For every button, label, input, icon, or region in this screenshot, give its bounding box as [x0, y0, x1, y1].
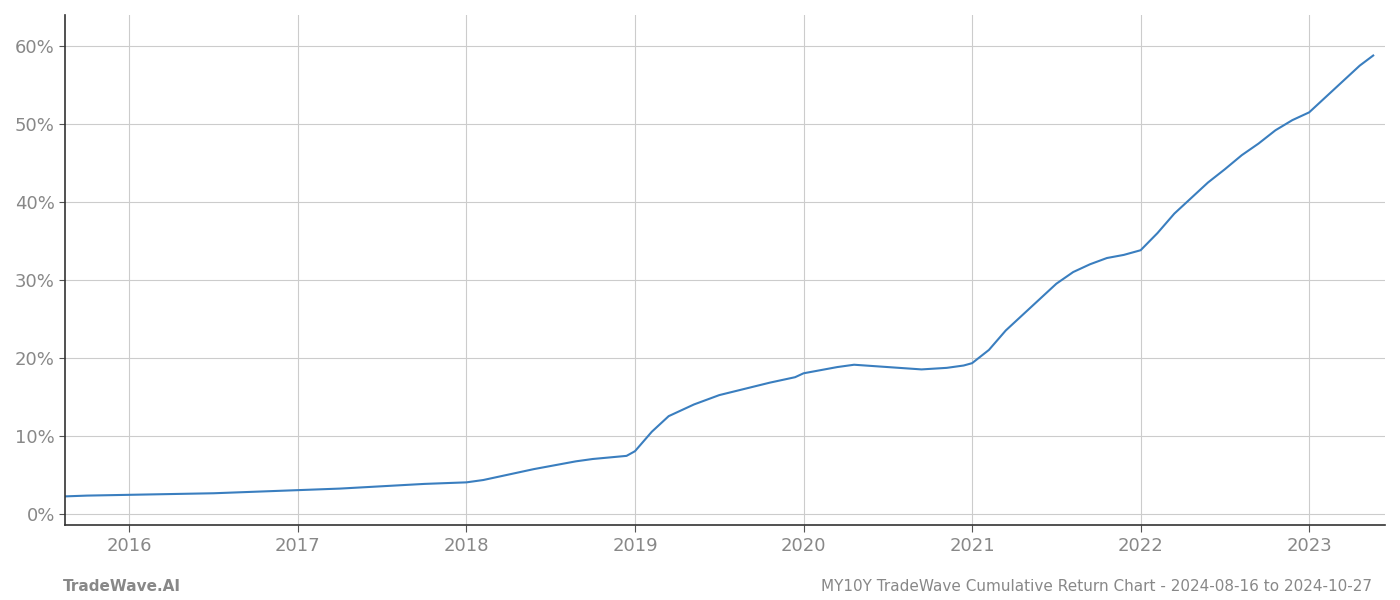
Text: MY10Y TradeWave Cumulative Return Chart - 2024-08-16 to 2024-10-27: MY10Y TradeWave Cumulative Return Chart …	[820, 579, 1372, 594]
Text: TradeWave.AI: TradeWave.AI	[63, 579, 181, 594]
